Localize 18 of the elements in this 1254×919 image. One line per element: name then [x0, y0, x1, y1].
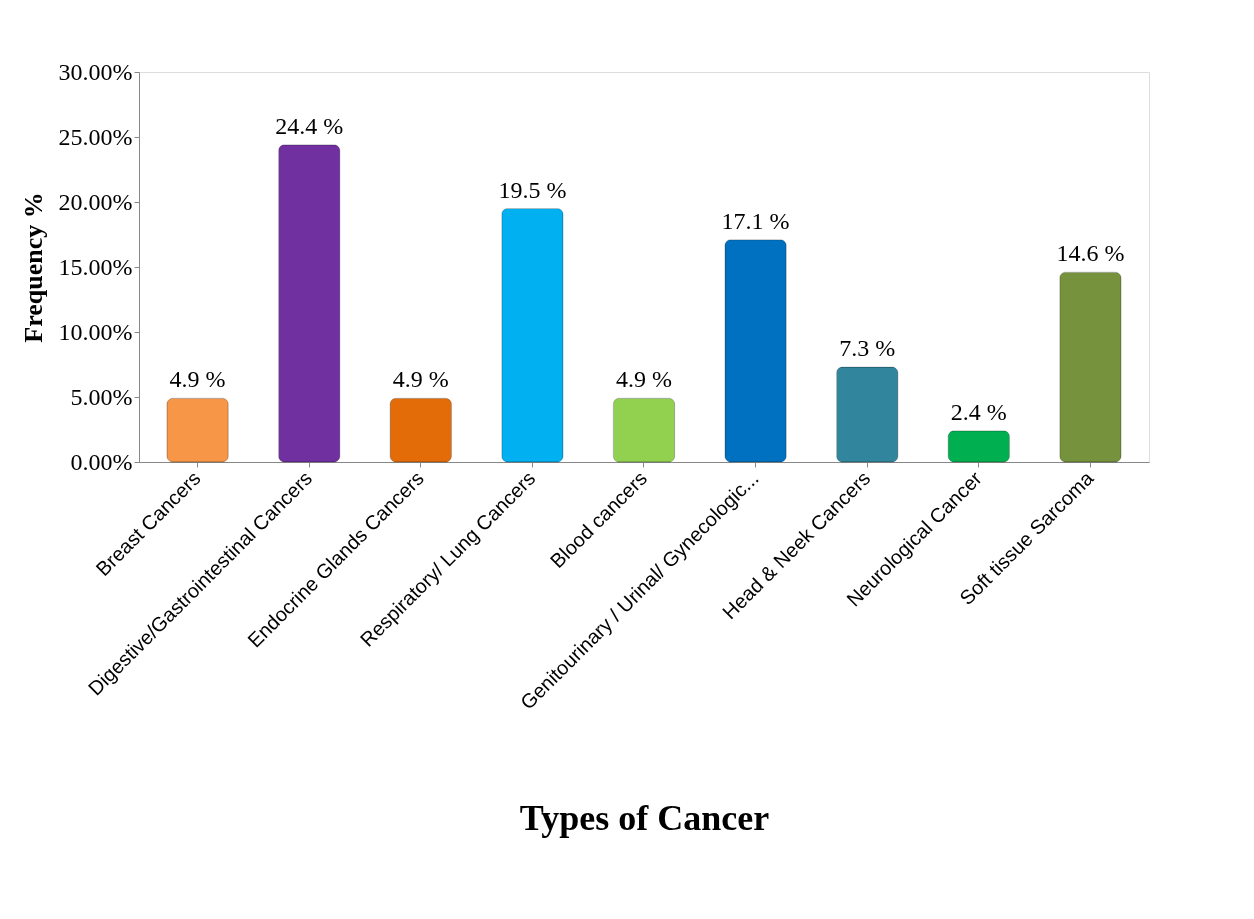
y-axis-title: Frequency % — [18, 192, 48, 343]
data-label: 4.9 % — [392, 366, 449, 393]
data-label: 7.3 % — [839, 335, 896, 362]
y-tick-label: 10.00% — [58, 318, 133, 345]
y-tick-label: 0.00% — [70, 448, 133, 475]
data-label: 4.9 % — [616, 366, 672, 393]
y-tick-label: 30.00% — [58, 58, 133, 85]
data-label: 24.4 % — [275, 112, 344, 139]
y-tick-label: 5.00% — [70, 383, 133, 410]
data-label: 14.6 % — [1056, 240, 1125, 267]
data-label: 2.4 % — [950, 398, 1007, 425]
data-label: 4.9 % — [169, 366, 226, 393]
y-tick-label: 20.00% — [58, 188, 133, 215]
data-label: 19.5 % — [498, 176, 567, 203]
data-label: 17.1 % — [721, 207, 790, 234]
y-tick-label: 25.00% — [58, 123, 133, 150]
y-tick-label: 15.00% — [58, 253, 133, 280]
x-axis-title: Types of Cancer — [519, 797, 770, 838]
